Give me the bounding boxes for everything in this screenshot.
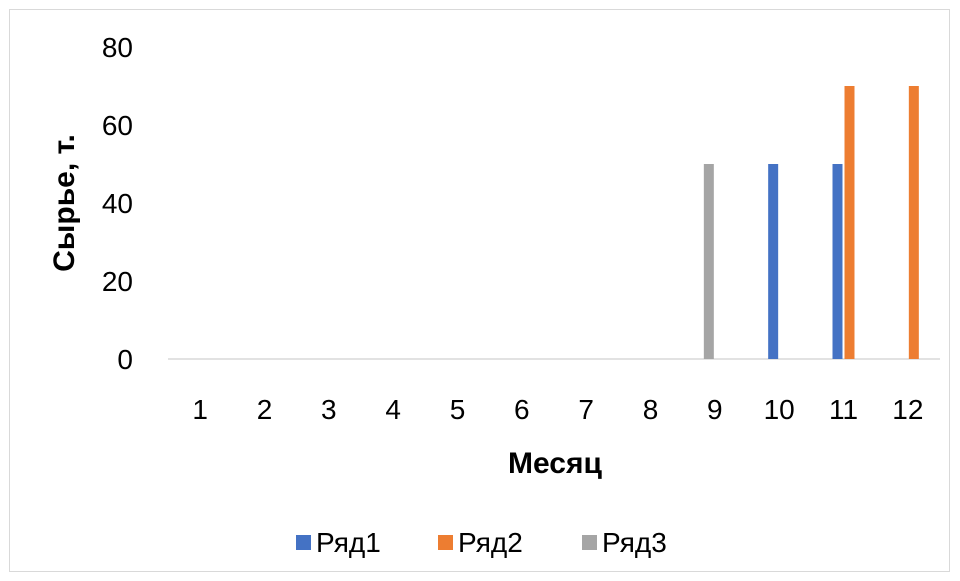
bar-Ряд2-11 — [844, 86, 855, 359]
x-tick-label: 4 — [385, 394, 401, 425]
x-tick-label: 8 — [643, 394, 659, 425]
x-tick-label: 3 — [321, 394, 337, 425]
x-tick-label: 10 — [764, 394, 795, 425]
bar-Ряд2-12 — [908, 86, 919, 359]
x-tick-label: 9 — [707, 394, 723, 425]
x-axis-title: Месяц — [508, 447, 602, 480]
x-tick-label: 5 — [450, 394, 466, 425]
y-tick-label: 0 — [117, 344, 133, 375]
legend-label: Ряд2 — [458, 527, 523, 558]
y-tick-label: 40 — [102, 188, 133, 219]
y-tick-label: 20 — [102, 266, 133, 297]
chart-frame — [9, 9, 950, 572]
legend: Ряд1 Ряд2 Ряд3 — [296, 527, 667, 558]
y-axis-title: Сырье, т. — [48, 134, 81, 272]
legend-label: Ряд1 — [316, 527, 381, 558]
y-axis-ticks: 0 20 40 60 80 — [102, 32, 133, 375]
bar-Ряд3-9 — [703, 164, 714, 359]
legend-label: Ряд3 — [602, 527, 667, 558]
legend-swatch — [438, 535, 453, 550]
x-tick-label: 12 — [892, 394, 923, 425]
bar-Ряд1-10 — [768, 164, 779, 359]
x-tick-label: 11 — [829, 394, 858, 425]
x-tick-label: 6 — [514, 394, 530, 425]
bar-Ряд1-11 — [832, 164, 843, 359]
legend-swatch — [582, 535, 597, 550]
legend-swatch — [296, 535, 311, 550]
bars — [703, 86, 919, 359]
x-axis-ticks: 1 2 3 4 5 6 7 8 9 10 11 12 — [192, 394, 923, 425]
y-tick-label: 80 — [102, 32, 133, 63]
x-tick-label: 7 — [578, 394, 594, 425]
x-tick-label: 2 — [257, 394, 273, 425]
x-tick-label: 1 — [192, 394, 208, 425]
y-tick-label: 60 — [102, 110, 133, 141]
